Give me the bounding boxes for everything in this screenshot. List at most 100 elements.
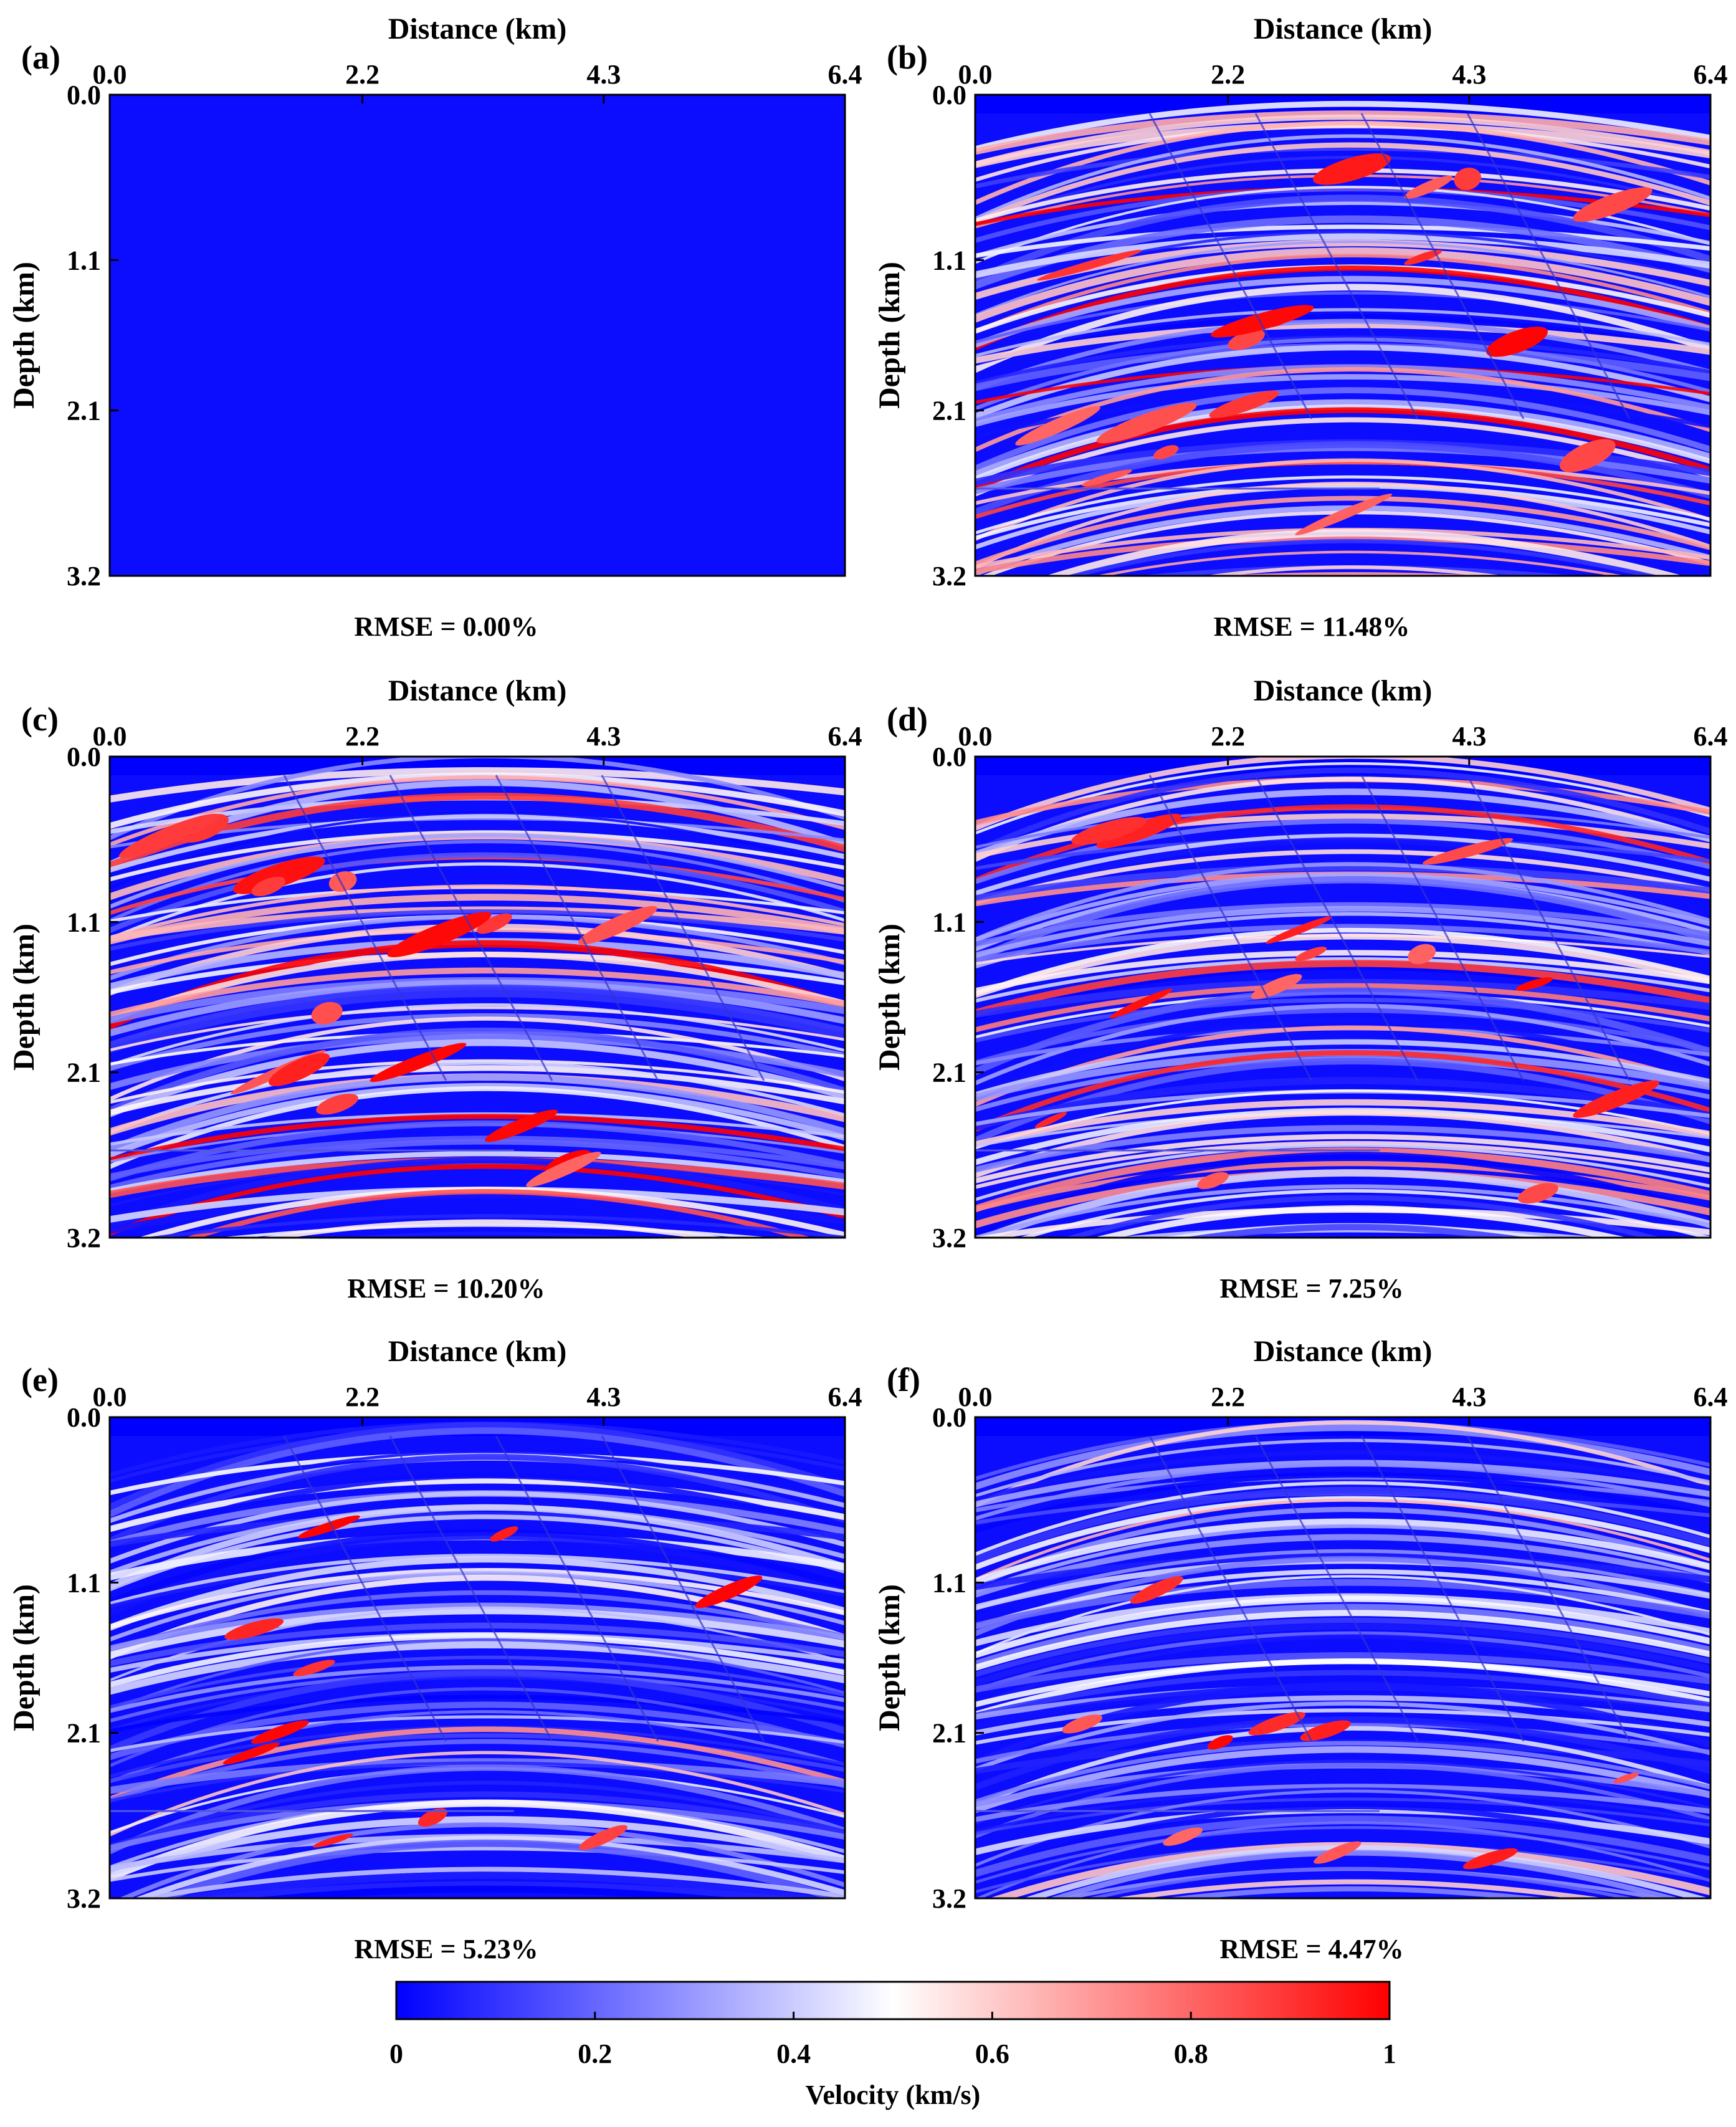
layer-stripe — [110, 813, 845, 873]
rmse-label: RMSE = 11.48% — [1214, 611, 1410, 642]
panel-letter: (e) — [21, 1361, 59, 1398]
panel-letter: (a) — [21, 39, 60, 76]
layer-stripe — [110, 1570, 845, 1642]
layer-stripe — [975, 1471, 1710, 1534]
layer-stripe — [975, 1184, 1710, 1238]
layer-stripe — [110, 1061, 845, 1135]
panel-letter: (c) — [21, 700, 59, 738]
colorbar-ticks: 0 0.2 0.4 0.6 0.8 1 — [389, 2012, 1396, 2069]
x-tick-label: 4.3 — [586, 1382, 621, 1412]
layer-stripe — [975, 804, 1710, 884]
x-tick-label: 6.4 — [1694, 59, 1728, 90]
fault-line — [1254, 775, 1419, 1081]
panel-letter: (f) — [887, 1361, 920, 1398]
layer-stripe — [975, 1631, 1710, 1693]
layer-stripe — [110, 1033, 845, 1091]
layer-stripe — [975, 1610, 1710, 1671]
layer-stripe — [1045, 528, 1684, 576]
anomaly-patch — [1082, 469, 1132, 487]
layer-stripe — [110, 1655, 845, 1709]
layer-stripe — [975, 1420, 1710, 1508]
x-axis-label: Distance (km) — [1254, 12, 1433, 45]
layer-stripe — [110, 1574, 845, 1660]
layer-stripe — [110, 1799, 845, 1882]
anomaly-patch — [578, 906, 657, 945]
layer-stripe — [975, 254, 1710, 334]
layer-stripe — [1094, 550, 1627, 576]
layer-stripe — [975, 837, 1710, 909]
anomaly-patch — [1211, 305, 1314, 338]
fault-line — [283, 1435, 447, 1742]
layer-stripe — [110, 914, 845, 981]
layer-stripe — [975, 1018, 1710, 1101]
layer-stripe — [975, 924, 1710, 963]
layer-stripe — [133, 1835, 845, 1898]
layer-stripe — [975, 864, 1710, 902]
layer-stripe — [975, 1039, 1710, 1098]
x-tick-label: 6.4 — [828, 721, 862, 752]
x-tick-label: 6.4 — [1694, 721, 1728, 752]
anomaly-patch — [1209, 390, 1279, 418]
panel-a: Distance (km) 0.0 2.2 4.3 6.4 Depth (km) 0.0 1.… — [7, 12, 862, 642]
anomaly-patch — [1228, 329, 1265, 350]
anomaly-patch — [1015, 406, 1100, 446]
panels: Distance (km) 0.0 2.2 4.3 6.4 Depth (km) 0.0 1.… — [7, 12, 1728, 1964]
layer-stripe — [975, 1826, 1710, 1884]
layer-stripe — [975, 872, 1710, 943]
y-tick-label: 1.1 — [932, 245, 966, 275]
layer-stripe — [975, 906, 1710, 958]
layer-stripe — [110, 1726, 845, 1802]
x-tick-label: 4.3 — [586, 59, 621, 90]
anomaly-patch — [1517, 1183, 1558, 1204]
y-tick-label: 1.1 — [932, 1567, 966, 1598]
layer-stripe — [975, 1623, 1710, 1686]
layer-stripe — [975, 1481, 1710, 1557]
fault-line — [1466, 1435, 1631, 1742]
y-tick-label: 0.0 — [932, 80, 966, 110]
fault-line — [495, 775, 659, 1081]
layer-stripe — [110, 1710, 845, 1784]
anomaly-patch — [1062, 1714, 1102, 1734]
layer-stripe — [975, 1099, 1710, 1148]
y-axis-label: Depth (km) — [7, 924, 41, 1071]
anomaly-patch — [1573, 1080, 1660, 1118]
anomaly-patch — [1404, 175, 1453, 199]
anomaly-patch — [1515, 977, 1553, 991]
layer-stripe — [975, 978, 1710, 1018]
layer-stripe — [110, 1815, 845, 1876]
layer-stripe — [110, 1638, 845, 1713]
colorbar-tick-label: 0.4 — [776, 2039, 811, 2069]
layer-stripe — [110, 1602, 845, 1651]
y-tick-label: 3.2 — [67, 1883, 101, 1914]
layer-stripe — [144, 1214, 845, 1238]
layer-stripe — [975, 114, 1710, 167]
layer-stripe — [110, 1676, 845, 1732]
layer-stripe — [110, 990, 845, 1054]
layer-stripe — [217, 1223, 774, 1238]
anomaly-patch — [1248, 1712, 1305, 1736]
x-tick-label: 6.4 — [1694, 1382, 1728, 1412]
layer-stripe — [110, 1694, 845, 1733]
layer-stripe — [110, 1139, 845, 1191]
anomaly-patch — [526, 1152, 601, 1187]
anomaly-patch — [224, 1618, 284, 1640]
layer-stripe — [975, 1125, 1710, 1173]
layer-stripe — [975, 100, 1710, 152]
plot-frame — [108, 93, 846, 577]
x-tick-label: 6.4 — [828, 59, 862, 90]
y-tick-label: 0.0 — [67, 742, 101, 772]
panel-b: Distance (km) 0.0 2.2 4.3 6.4 Depth (km) 0.0 1.… — [873, 12, 1728, 642]
fault-line — [601, 775, 765, 1081]
anomaly-patch — [222, 1742, 280, 1765]
layer-stripe — [975, 1049, 1710, 1132]
layer-stripe — [110, 1013, 845, 1071]
layer-stripe — [975, 367, 1710, 452]
anomaly-patch — [476, 913, 512, 934]
layer-stripe — [975, 833, 1710, 896]
layer-stripe — [251, 1885, 736, 1898]
layer-stripe — [975, 862, 1710, 942]
colorbar: 0 0.2 0.4 0.6 0.8 1 Velocity (km/s) — [389, 1981, 1396, 2110]
layer-stripe — [110, 984, 845, 1048]
anomaly-patch — [1096, 403, 1197, 444]
